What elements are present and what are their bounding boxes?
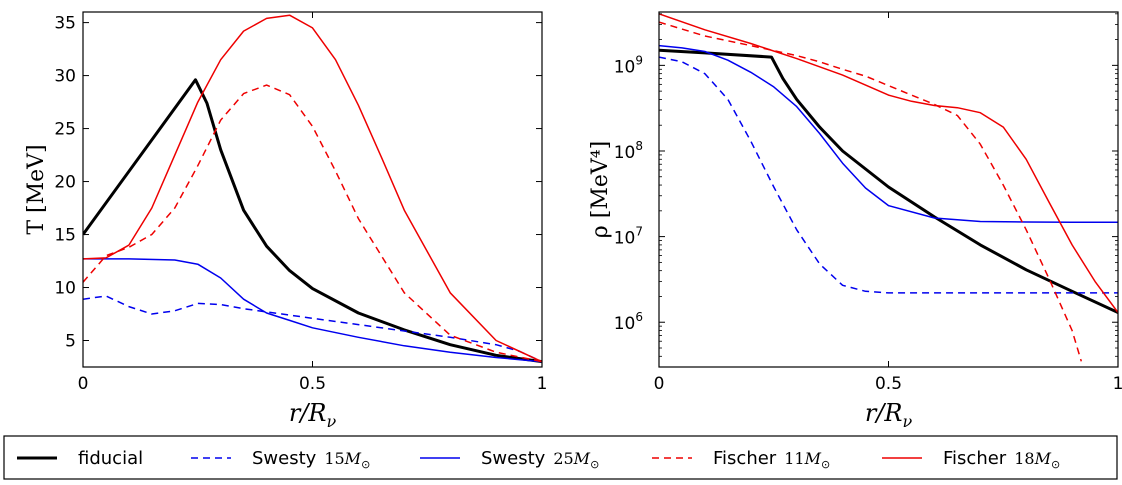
x-tick: 0	[654, 12, 665, 394]
legend-entry-fischer18: Fischer 18M⊙	[882, 448, 1060, 471]
y-tick: 30	[54, 67, 542, 87]
legend-frame	[3, 435, 1118, 480]
legend-label: Fischer 11M⊙	[713, 448, 830, 471]
y-axis-label: ρ [MeV⁴]	[588, 141, 613, 238]
series-line-fischer11	[659, 21, 1083, 362]
y-tick-label: 106	[614, 310, 643, 334]
y-tick: 107	[614, 225, 1118, 249]
series-line-swesty15	[83, 295, 542, 363]
series-line-fiducial	[659, 48, 1118, 314]
y-tick: 35	[54, 14, 542, 34]
x-tick: 0.5	[299, 12, 326, 394]
density-panel: 0 0.5 1 106 107 108 109 r/Rν ρ [MeV⁴]	[588, 11, 1122, 431]
y-tick-label: 35	[54, 14, 76, 34]
legend: fiducial Swesty 15M⊙ Swesty 25M⊙ Fischer 11M⊙ F…	[3, 435, 1118, 480]
x-tick: 0.5	[875, 12, 902, 394]
plot-frame	[658, 11, 1119, 368]
x-tick: 1	[537, 12, 548, 394]
series-line-fiducial	[83, 78, 542, 364]
legend-label: Fischer 18M⊙	[943, 448, 1060, 471]
y-tick: 20	[54, 173, 542, 193]
legend-entry-fiducial: fiducial	[17, 448, 143, 469]
x-tick: 0	[78, 12, 89, 394]
y-tick-label: 25	[54, 120, 76, 140]
x-axis-label: r/Rν	[289, 399, 337, 431]
x-axis-label: r/Rν	[865, 399, 913, 431]
legend-entry-fischer11: Fischer 11M⊙	[652, 448, 830, 471]
legend-entry-swesty25: Swesty 25M⊙	[420, 448, 599, 471]
y-tick-label: 5	[65, 332, 76, 352]
x-tick-label: 0	[654, 374, 665, 394]
y-tick-label: 109	[614, 53, 643, 77]
legend-entry-swesty15: Swesty 15M⊙	[191, 448, 370, 471]
x-tick-label: 0	[78, 374, 89, 394]
series-line-swesty25	[659, 44, 1118, 224]
series-line-swesty15	[659, 56, 1118, 294]
y-tick: 10	[54, 279, 542, 299]
series-line-swesty25	[83, 258, 542, 363]
y-tick: 109	[614, 53, 1118, 77]
y-tick-label: 10	[54, 279, 76, 299]
y-tick: 106	[614, 310, 1118, 334]
legend-label: fiducial	[78, 448, 143, 469]
x-tick-label: 0.5	[299, 374, 326, 394]
y-tick-label: 15	[54, 226, 76, 246]
y-tick: 25	[54, 120, 542, 140]
series-line-fischer18	[659, 13, 1118, 313]
y-axis-label: T [MeV]	[24, 144, 49, 234]
y-tick-label: 30	[54, 67, 76, 87]
x-tick-label: 0.5	[875, 374, 902, 394]
y-tick: 15	[54, 226, 542, 246]
y-tick-label: 20	[54, 173, 76, 193]
x-tick-label: 1	[537, 374, 548, 394]
y-tick: 5	[65, 332, 542, 352]
y-tick-label: 107	[614, 225, 643, 249]
y-tick-label: 108	[614, 139, 643, 163]
legend-label: Swesty 25M⊙	[481, 448, 599, 471]
y-tick: 108	[614, 139, 1118, 163]
x-tick-label: 1	[1113, 374, 1122, 394]
series-line-fischer18	[83, 14, 542, 363]
legend-label: Swesty 15M⊙	[252, 448, 370, 471]
series-line-fischer11	[83, 84, 542, 363]
x-tick: 1	[1113, 12, 1122, 394]
